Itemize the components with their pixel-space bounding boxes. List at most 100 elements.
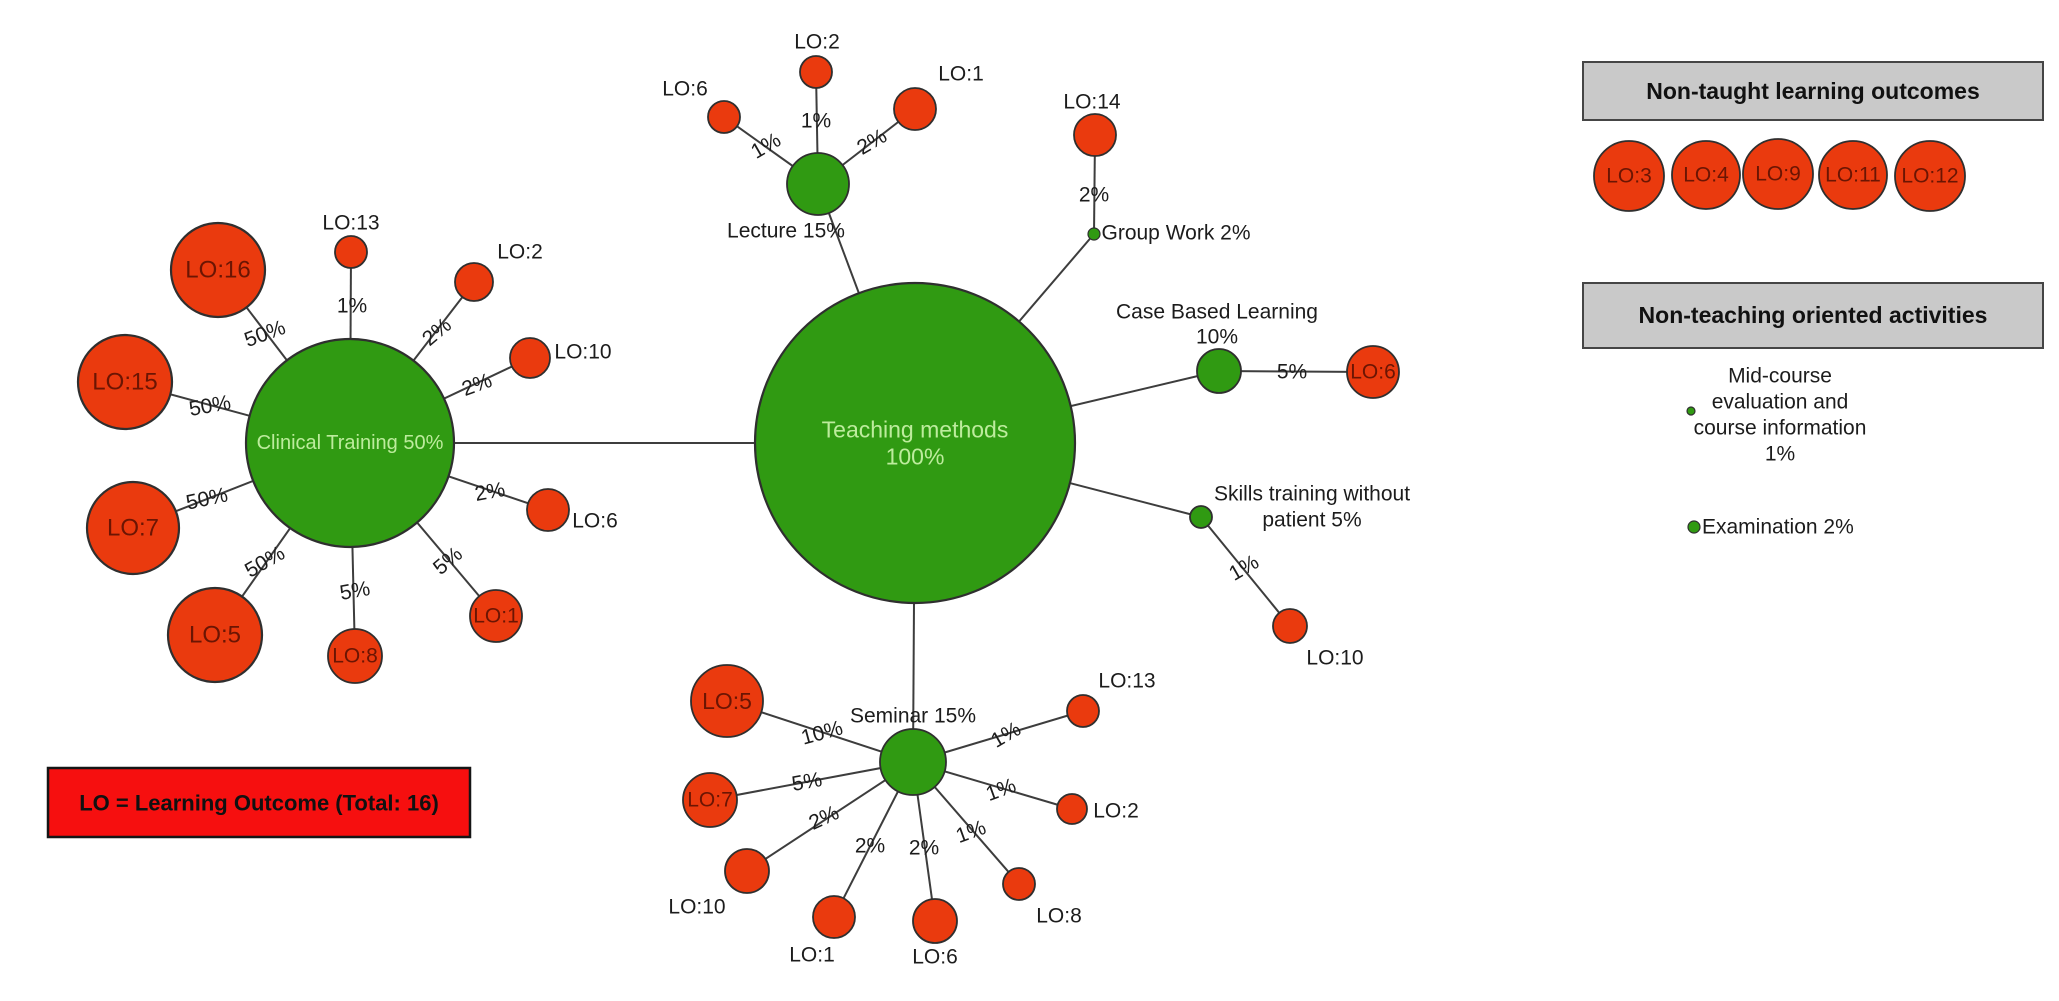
label-group-work-label: Group Work 2% bbox=[1102, 222, 1251, 245]
node-ct-lo16 bbox=[169, 221, 267, 319]
label-midcourse-label: Mid-course bbox=[1728, 365, 1832, 388]
edge-label-st-lo10: 1% bbox=[1225, 550, 1263, 585]
edge-label-cbl-lo6: 5% bbox=[1277, 361, 1307, 384]
node-label-ct-lo1: LO:1 bbox=[473, 605, 519, 628]
edge-label-ct-lo16: 50% bbox=[241, 316, 288, 352]
node-label-ct-lo5: LO:5 bbox=[189, 622, 241, 649]
label-lec-lo6-label: LO:6 bbox=[662, 78, 708, 101]
labels-layer: LO:13 LO:2 LO:10 LO:6 LO:6 LO:2 LO:1 LO:14 Lectu… bbox=[322, 31, 1866, 969]
label-cbl-label: Case Based Learning bbox=[1116, 301, 1318, 324]
edge-label-ct-lo6: 2% bbox=[473, 478, 507, 506]
node-ct-lo5 bbox=[166, 586, 264, 684]
node-sem-lo10 bbox=[724, 848, 770, 894]
edge-st-lo10 bbox=[1200, 516, 1291, 627]
label-midcourse-label: course information bbox=[1694, 417, 1867, 440]
label-ct-lo13-label: LO:13 bbox=[322, 212, 379, 235]
edge-label-ct-lo15: 50% bbox=[187, 391, 232, 421]
label-midcourse-label: 1% bbox=[1765, 443, 1795, 466]
node-nt-lo12 bbox=[1894, 140, 1966, 212]
node-sem-lo6 bbox=[912, 898, 958, 944]
label-ct-lo6-label: LO:6 bbox=[572, 510, 618, 533]
label-examination-label: Examination 2% bbox=[1702, 516, 1854, 539]
label-lec-lo2-label: LO:2 bbox=[794, 31, 840, 54]
label-sem-lo1-label: LO:1 bbox=[789, 944, 835, 967]
node-nt-lo4 bbox=[1671, 140, 1741, 210]
node-label-sem-lo7: LO:7 bbox=[687, 789, 733, 812]
node-sem-lo8 bbox=[1002, 867, 1036, 901]
label-seminar-label: Seminar 15% bbox=[850, 705, 976, 728]
node-label-teaching: 100% bbox=[886, 444, 945, 470]
node-lec-lo1 bbox=[893, 87, 937, 131]
edge-label-gw-lo14: 2% bbox=[1079, 184, 1109, 207]
node-ct-lo2 bbox=[454, 262, 494, 302]
label-gw-lo14-label: LO:14 bbox=[1063, 91, 1121, 114]
node-sem-lo7 bbox=[682, 772, 738, 828]
node-nt-lo9 bbox=[1742, 138, 1814, 210]
node-lec-lo2 bbox=[799, 55, 833, 89]
edge-sem-lo7 bbox=[709, 761, 914, 801]
edge-label-sem-lo2: 1% bbox=[983, 774, 1019, 806]
node-ct-lo10 bbox=[509, 337, 551, 379]
edge-label-sem-lo1: 2% bbox=[855, 835, 885, 858]
node-label-nt-lo11: LO:11 bbox=[1825, 164, 1881, 187]
node-label-nt-lo12: LO:12 bbox=[1901, 165, 1958, 188]
label-st-lo10-label: LO:10 bbox=[1306, 647, 1363, 670]
node-label-ct-lo8: LO:8 bbox=[332, 645, 378, 668]
node-sem-lo13 bbox=[1066, 694, 1100, 728]
node-label-nt-lo4: LO:4 bbox=[1683, 164, 1729, 187]
non-teaching-box bbox=[1582, 282, 2044, 349]
label-sem-lo13-label: LO:13 bbox=[1098, 670, 1155, 693]
edge-label-ct-lo10: 2% bbox=[459, 369, 495, 401]
lo-legend: LO = Learning Outcome (Total: 16) bbox=[46, 766, 472, 839]
node-label-cbl-lo6: LO:6 bbox=[1350, 361, 1396, 384]
label-cbl-label: 10% bbox=[1196, 326, 1238, 349]
node-examination-dot bbox=[1687, 520, 1701, 534]
label-skills-label: Skills training without bbox=[1214, 483, 1410, 506]
label-lec-lo1-label: LO:1 bbox=[938, 63, 984, 86]
node-label-ct-lo15: LO:15 bbox=[92, 369, 157, 396]
node-case-based-learning bbox=[1196, 348, 1242, 394]
node-label-nt-lo9: LO:9 bbox=[1755, 163, 1801, 186]
label-ct-lo2-label: LO:2 bbox=[497, 241, 543, 264]
node-cbl-lo6 bbox=[1346, 345, 1400, 399]
node-label-nt-lo3: LO:3 bbox=[1606, 165, 1652, 188]
node-midcourse-dot bbox=[1686, 406, 1696, 416]
node-label-ct-lo16: LO:16 bbox=[185, 257, 250, 284]
node-sem-lo2 bbox=[1056, 793, 1088, 825]
label-sem-lo8-label: LO:8 bbox=[1036, 905, 1082, 928]
panel-non-taught-outcomes: Non-taught learning outcomes bbox=[1582, 61, 2044, 121]
non-taught-title: Non-taught learning outcomes bbox=[1646, 78, 1980, 104]
edge-label-lec-lo6: 1% bbox=[747, 128, 785, 163]
label-lecture-label: Lecture 15% bbox=[727, 220, 845, 243]
edge-label-lec-lo1: 2% bbox=[853, 124, 891, 159]
node-gw-lo14 bbox=[1073, 113, 1117, 157]
edge-label-sem-lo6: 2% bbox=[909, 837, 939, 860]
node-seminar bbox=[879, 728, 947, 796]
node-ct-lo15 bbox=[76, 333, 174, 431]
node-lecture bbox=[786, 152, 850, 216]
node-st-lo10 bbox=[1272, 608, 1308, 644]
edge-label-ct-lo7: 50% bbox=[184, 483, 230, 514]
node-group-work bbox=[1087, 227, 1101, 241]
node-label-teaching: Teaching methods bbox=[822, 417, 1009, 443]
label-sem-lo2-label: LO:2 bbox=[1093, 800, 1139, 823]
node-ct-lo1 bbox=[469, 589, 523, 643]
edge-label-sem-lo13: 1% bbox=[987, 717, 1025, 752]
edge-label-sem-lo5: 10% bbox=[799, 716, 846, 749]
label-midcourse-label: evaluation and bbox=[1712, 391, 1849, 414]
node-sem-lo1 bbox=[812, 895, 856, 939]
node-label-ct-lo7: LO:7 bbox=[107, 515, 159, 542]
non-teaching-title: Non-teaching oriented activities bbox=[1639, 302, 1988, 328]
edge-label-sem-lo7: 5% bbox=[790, 768, 824, 796]
node-ct-lo7 bbox=[85, 480, 181, 576]
label-skills-label: patient 5% bbox=[1262, 509, 1361, 532]
lo-legend-text: LO = Learning Outcome (Total: 16) bbox=[79, 791, 439, 816]
node-nt-lo11 bbox=[1818, 140, 1888, 210]
label-ct-lo10-label: LO:10 bbox=[554, 341, 611, 364]
node-teaching bbox=[753, 281, 1077, 605]
node-sem-lo5 bbox=[690, 664, 764, 738]
node-nt-lo3 bbox=[1593, 140, 1665, 212]
